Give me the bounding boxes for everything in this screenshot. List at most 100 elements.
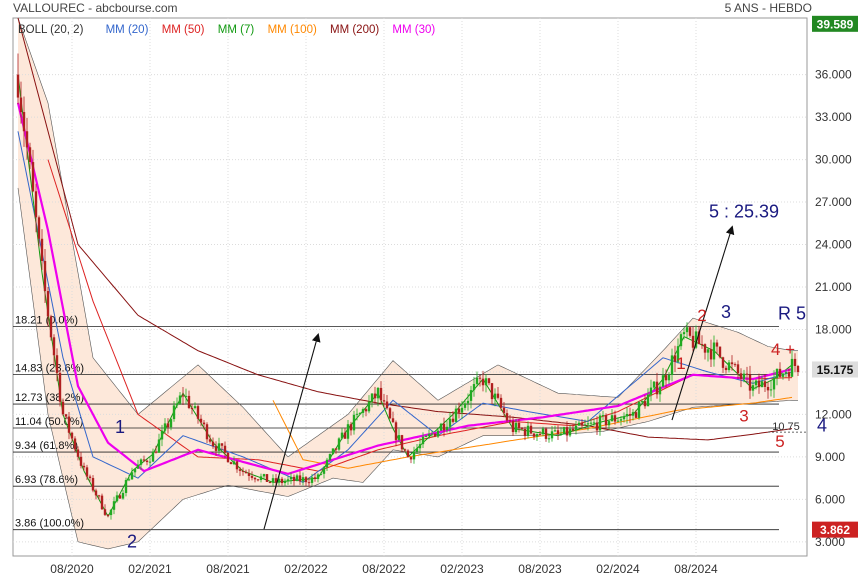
candle (586, 416, 590, 431)
candle (712, 335, 716, 367)
candle (361, 407, 365, 418)
candle (508, 414, 512, 423)
candle (574, 420, 578, 435)
candle (358, 412, 362, 415)
candle (328, 453, 332, 462)
legend-entry: MM (30) (392, 24, 435, 36)
candle (115, 491, 119, 503)
candle (478, 374, 482, 387)
candle (466, 393, 470, 411)
candle (550, 426, 554, 442)
candle (136, 459, 140, 469)
candle (577, 420, 581, 426)
price-badge-last: 15.175 (817, 363, 854, 377)
candle (295, 473, 299, 482)
annotation-label: 2 (127, 532, 137, 552)
ma-line-100 (272, 396, 793, 469)
candle (109, 509, 113, 520)
candle (343, 428, 347, 439)
candle (727, 359, 731, 373)
candle (103, 504, 107, 516)
candle (313, 473, 317, 482)
x-tick-label: 08/2024 (674, 562, 718, 576)
candle (655, 372, 659, 399)
candle (463, 399, 467, 411)
candle (661, 367, 665, 387)
candle (496, 387, 500, 400)
candle (91, 475, 95, 493)
candle (79, 451, 83, 469)
candle (325, 457, 329, 472)
candle (352, 410, 356, 435)
candle (514, 418, 518, 435)
candle (703, 343, 707, 360)
candle (748, 365, 752, 399)
candle (64, 413, 68, 420)
fib-level-label: 9.34 (61.8%) (15, 440, 78, 452)
candle (529, 423, 533, 435)
candle (517, 418, 521, 433)
y-tick-label: 3.000 (815, 535, 845, 549)
candle (226, 452, 230, 463)
candle (337, 437, 341, 452)
candle (547, 434, 551, 443)
candle (691, 326, 695, 352)
candle (739, 368, 743, 388)
candle (112, 496, 116, 515)
candle (520, 427, 524, 431)
candle (640, 399, 644, 405)
candle (238, 466, 242, 477)
candle (772, 370, 776, 398)
candle (247, 469, 251, 481)
candle (412, 446, 416, 464)
candle (784, 369, 788, 378)
candle (388, 407, 392, 420)
candle (736, 360, 740, 379)
annotation-label: 1 (115, 417, 125, 437)
x-tick-label: 02/2024 (596, 562, 640, 576)
candle (541, 426, 545, 437)
candle (625, 407, 629, 424)
candle (634, 409, 638, 419)
candle (268, 481, 272, 484)
candle (604, 413, 608, 429)
candle (589, 418, 593, 425)
candle (535, 433, 539, 441)
candle (25, 117, 29, 160)
candle (100, 493, 104, 510)
annotation-label: 1 (676, 354, 685, 373)
candle (172, 401, 176, 422)
candle (475, 371, 479, 387)
candle (694, 325, 698, 350)
candle (331, 448, 335, 455)
candle (685, 322, 689, 339)
candle (400, 434, 404, 453)
candle (145, 459, 149, 466)
candle (718, 346, 722, 359)
candle (202, 420, 206, 430)
candle (187, 390, 191, 410)
candle (55, 348, 59, 382)
candle (493, 388, 497, 407)
candle (652, 381, 656, 390)
candle (628, 407, 632, 424)
legend-entry: MM (7) (218, 24, 255, 36)
candle (181, 387, 185, 405)
candle (592, 418, 596, 426)
candle (595, 416, 599, 436)
candle (781, 372, 785, 380)
candle (481, 370, 485, 392)
annotation-label: 5 : 25.39 (709, 202, 779, 222)
candle (436, 428, 440, 439)
candle (637, 401, 641, 420)
candle (214, 441, 218, 457)
candle (73, 436, 77, 453)
candle (769, 380, 773, 397)
price-badge-high: 39.589 (817, 17, 854, 31)
candle (16, 53, 20, 105)
candle (766, 381, 770, 399)
candle (370, 393, 374, 408)
candle (391, 411, 395, 423)
